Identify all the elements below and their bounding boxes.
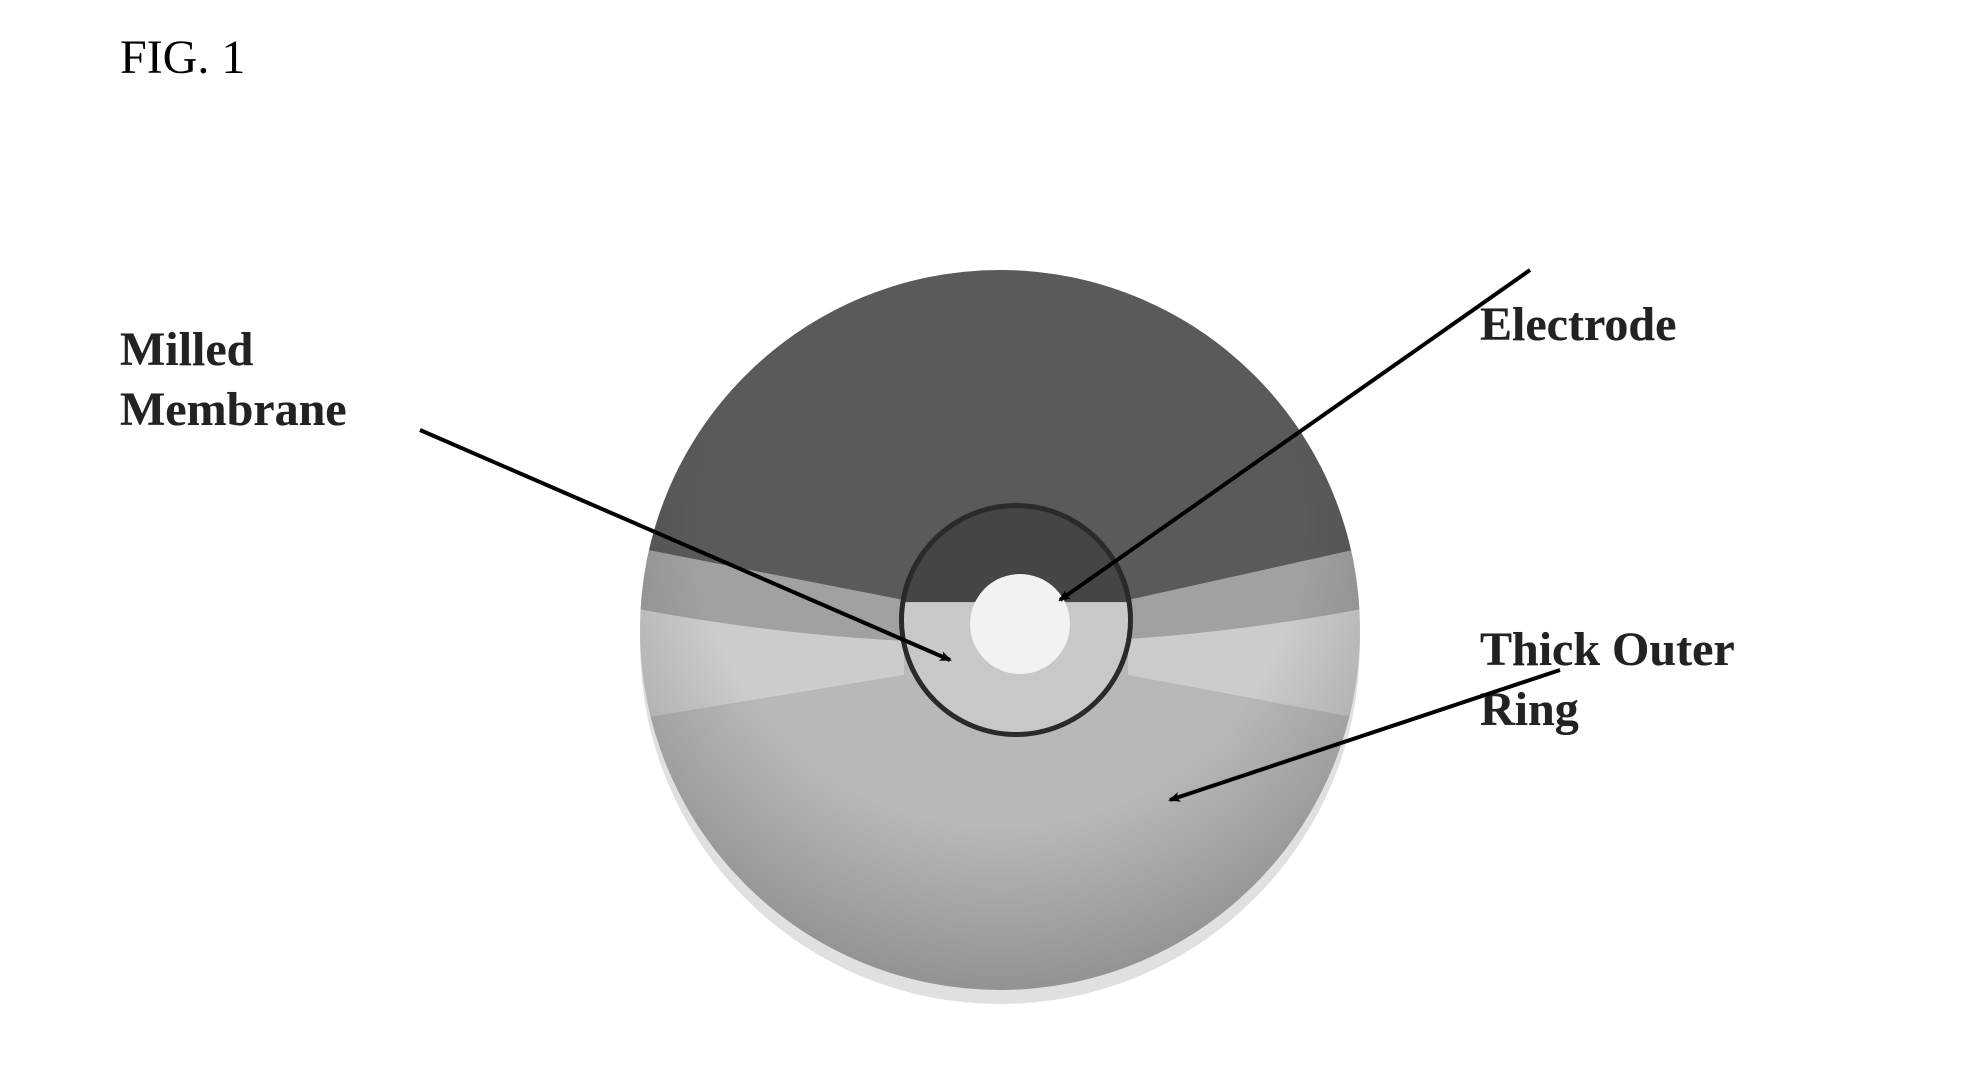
membrane-diagram xyxy=(550,240,1450,1020)
